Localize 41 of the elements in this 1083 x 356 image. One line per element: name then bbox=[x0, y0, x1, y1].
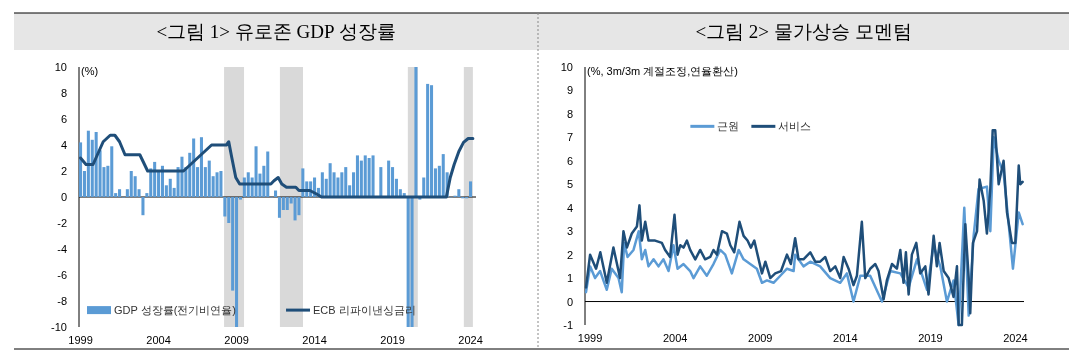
x-tick-label: 2009 bbox=[224, 334, 249, 346]
chart-title: <그림 2> 물가상승 모멘텀 bbox=[695, 21, 912, 42]
chart-title: <그림 1> 유로존 GDP 성장률 bbox=[156, 21, 396, 42]
y-tick-label: 2 bbox=[566, 248, 573, 261]
y-tick-label: 5 bbox=[566, 178, 573, 191]
x-tick-label: 2004 bbox=[662, 332, 688, 344]
y-tick-label: 8 bbox=[566, 107, 573, 120]
y-tick-label: 0 bbox=[60, 191, 67, 203]
y-tick-label: 4 bbox=[566, 201, 573, 214]
x-tick-label: 2014 bbox=[302, 334, 327, 346]
y-tick-label: 8 bbox=[60, 87, 67, 99]
y-tick-label: -4 bbox=[57, 243, 67, 255]
x-tick-label: 2024 bbox=[1003, 332, 1028, 344]
x-tick-label: 2004 bbox=[146, 334, 171, 346]
x-tick-label: 2019 bbox=[918, 332, 943, 344]
y-axis-title: (%) bbox=[81, 65, 99, 77]
x-tick-label: 2014 bbox=[833, 332, 858, 344]
y-tick-label: 4 bbox=[60, 139, 67, 151]
y-tick-label: -6 bbox=[57, 269, 67, 281]
y-tick-label: 10 bbox=[560, 61, 573, 73]
y-tick-label: -1 bbox=[563, 319, 573, 331]
x-tick-label: 1999 bbox=[577, 332, 603, 344]
y-tick-label: 1 bbox=[566, 272, 573, 285]
y-tick-label: 0 bbox=[566, 295, 573, 308]
y-tick-label: 3 bbox=[566, 225, 573, 238]
y-tick-label: 2 bbox=[60, 165, 67, 177]
y-tick-label: 10 bbox=[54, 61, 67, 73]
x-tick-label: 2019 bbox=[380, 334, 405, 346]
legend-label: 서비스 bbox=[778, 120, 812, 133]
x-tick-label: 2024 bbox=[458, 334, 483, 346]
y-tick-label: 9 bbox=[566, 84, 573, 97]
y-tick-label: -10 bbox=[51, 321, 67, 333]
y-tick-label: 7 bbox=[566, 131, 573, 144]
y-tick-label: 6 bbox=[566, 154, 573, 167]
x-tick-label: 2009 bbox=[748, 332, 773, 344]
legend-label: 근원 bbox=[717, 120, 740, 133]
y-tick-label: -8 bbox=[57, 295, 67, 307]
y-tick-label: 6 bbox=[60, 113, 67, 125]
x-tick-label: 1999 bbox=[68, 334, 93, 346]
y-axis-title: (%, 3m/3m 계절조정,연율환산) bbox=[587, 65, 738, 77]
y-tick-label: -2 bbox=[57, 217, 67, 229]
